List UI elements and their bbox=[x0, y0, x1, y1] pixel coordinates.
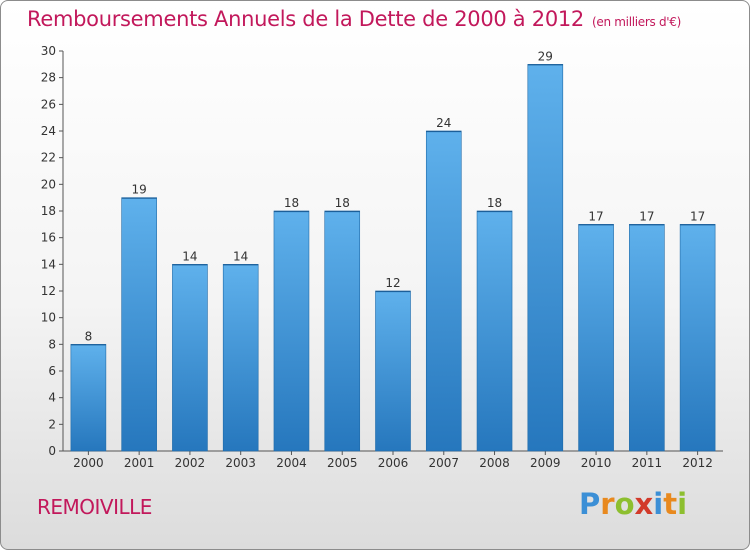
data-label: 17 bbox=[588, 209, 603, 223]
y-tick-label: 22 bbox=[41, 151, 56, 165]
bar bbox=[375, 290, 411, 452]
data-label: 8 bbox=[85, 329, 93, 343]
commune-name: REMOIVILLE bbox=[37, 495, 152, 519]
y-tick-label: 24 bbox=[41, 124, 56, 138]
bars bbox=[70, 64, 716, 452]
bar bbox=[273, 210, 310, 452]
logo-letter: r bbox=[600, 487, 615, 521]
x-tick-label: 2004 bbox=[276, 456, 307, 470]
y-tick-label: 10 bbox=[41, 311, 56, 325]
y-tick-label: 8 bbox=[48, 337, 56, 351]
logo-letter: P bbox=[579, 487, 601, 521]
data-label: 24 bbox=[436, 116, 451, 130]
bar bbox=[527, 64, 564, 452]
x-tick-label: 2005 bbox=[327, 456, 358, 470]
y-tick-label: 14 bbox=[41, 257, 56, 271]
bar bbox=[121, 197, 157, 452]
x-tick-label: 2010 bbox=[581, 456, 612, 470]
bar bbox=[578, 224, 614, 452]
x-tick-label: 2011 bbox=[632, 456, 663, 470]
x-tick-label: 2009 bbox=[530, 456, 561, 470]
chart-title-text: Remboursements Annuels de la Dette de 20… bbox=[27, 7, 584, 31]
chart-title: Remboursements Annuels de la Dette de 20… bbox=[27, 7, 681, 31]
y-tick-label: 20 bbox=[41, 177, 56, 191]
x-tick-label: 2007 bbox=[428, 456, 459, 470]
logo-letter: x bbox=[634, 487, 654, 521]
data-label: 17 bbox=[690, 209, 705, 223]
x-tick-label: 2002 bbox=[175, 456, 206, 470]
x-tick-label: 2006 bbox=[378, 456, 409, 470]
data-label: 14 bbox=[182, 249, 197, 263]
data-label: 17 bbox=[639, 209, 654, 223]
y-tick-label: 28 bbox=[41, 71, 56, 85]
y-tick-label: 12 bbox=[41, 284, 56, 298]
y-tick-label: 2 bbox=[48, 417, 56, 431]
logo-letter: i bbox=[653, 487, 664, 521]
x-tick-label: 2003 bbox=[225, 456, 256, 470]
data-labels: 8 19 14 14 18 18 12 24 18 29 17 17 17 bbox=[85, 49, 706, 343]
y-tick-label: 26 bbox=[41, 97, 56, 111]
data-label: 18 bbox=[335, 196, 350, 210]
logo-letter: i bbox=[677, 487, 688, 521]
y-tick-label: 16 bbox=[41, 231, 56, 245]
x-tick-label: 2008 bbox=[479, 456, 510, 470]
y-tick-label: 4 bbox=[48, 391, 56, 405]
bar bbox=[172, 264, 208, 452]
data-label: 14 bbox=[233, 249, 248, 263]
data-label: 12 bbox=[385, 276, 400, 290]
data-label: 29 bbox=[538, 49, 553, 63]
x-tick-label: 2012 bbox=[682, 456, 713, 470]
x-tick-label: 2001 bbox=[124, 456, 155, 470]
bar bbox=[324, 210, 361, 452]
y-tick-label: 0 bbox=[48, 444, 56, 458]
bar bbox=[629, 224, 665, 452]
chart-subtitle: (en milliers d'€) bbox=[592, 15, 682, 29]
bar bbox=[425, 130, 462, 452]
data-label: 19 bbox=[132, 183, 147, 197]
proxiti-logo[interactable]: Proxiti bbox=[579, 487, 687, 521]
bar bbox=[70, 344, 107, 452]
data-label: 18 bbox=[284, 196, 299, 210]
x-tick-label: 2000 bbox=[73, 456, 104, 470]
y-tick-label: 18 bbox=[41, 204, 56, 218]
bar bbox=[679, 224, 716, 452]
y-tick-label: 6 bbox=[48, 364, 56, 378]
bar bbox=[476, 210, 513, 452]
bar bbox=[222, 264, 259, 452]
y-tick-label: 30 bbox=[41, 44, 56, 58]
logo-letter: t bbox=[663, 487, 678, 521]
logo-letter: o bbox=[614, 487, 635, 521]
data-label: 18 bbox=[487, 196, 502, 210]
